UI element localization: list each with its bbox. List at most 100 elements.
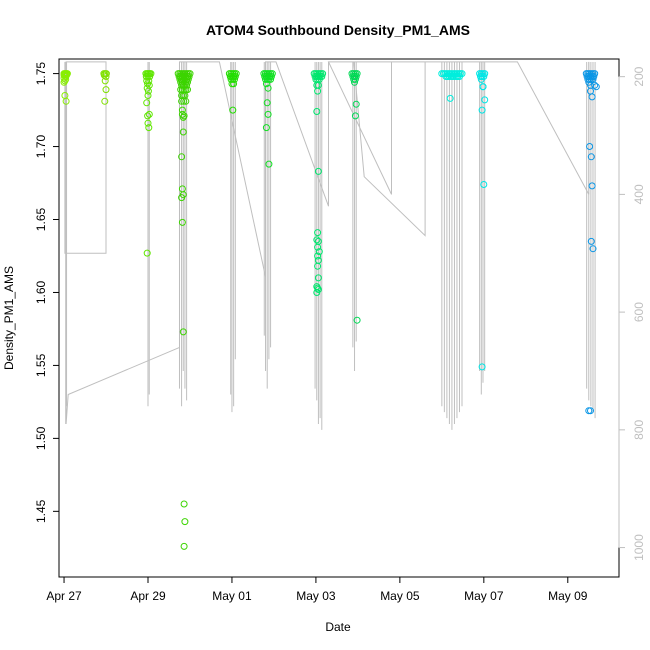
y-tick-label: 1.75 [34, 62, 48, 86]
data-point [144, 87, 152, 95]
data-point [477, 75, 485, 83]
data-point [178, 153, 186, 161]
data-point [313, 236, 321, 244]
x-tick-label: Apr 29 [130, 589, 166, 603]
x-axis-label: Date [325, 620, 351, 634]
data-point [315, 248, 323, 256]
data-point [179, 328, 187, 336]
data-point [587, 237, 595, 245]
x-tick-label: Apr 27 [46, 589, 82, 603]
data-point [229, 106, 237, 114]
data-point [101, 97, 109, 105]
y-tick-label: 1.50 [34, 426, 48, 450]
data-point [178, 218, 186, 226]
altitude-trace [64, 61, 590, 425]
data-point [144, 112, 152, 120]
data-point [230, 80, 238, 88]
data-point [313, 289, 321, 296]
data-point [353, 316, 361, 324]
data-point [479, 83, 487, 91]
data-point [314, 284, 322, 292]
data-point [180, 500, 188, 508]
data-point [588, 93, 596, 101]
data-point [587, 407, 594, 415]
data-point [182, 97, 190, 105]
data-point [145, 124, 153, 132]
data-point [586, 143, 594, 150]
data-point [178, 194, 186, 202]
data-point [314, 167, 322, 175]
x-tick-label: May 01 [212, 589, 252, 603]
data-point [264, 84, 272, 92]
y-tick-label: 1.65 [34, 208, 48, 232]
data-point [588, 182, 596, 190]
data-point [592, 83, 600, 91]
data-point [144, 119, 152, 127]
data-point [263, 99, 271, 107]
data-point [180, 97, 188, 105]
data-point [351, 112, 359, 120]
plot-border [58, 58, 620, 578]
data-point [262, 124, 270, 132]
data-point [102, 86, 110, 94]
right-tick-label: 800 [632, 420, 646, 440]
data-point [480, 181, 488, 188]
data-point [314, 229, 322, 237]
data-point [62, 97, 70, 105]
data-point [143, 99, 151, 107]
data-point [478, 106, 486, 114]
data-point [102, 70, 110, 78]
data-point [591, 81, 599, 89]
data-point [178, 110, 186, 118]
data-point [313, 108, 321, 115]
data-point [144, 80, 152, 88]
data-point [179, 128, 187, 136]
x-tick-label: May 03 [296, 589, 336, 603]
data-point [351, 78, 358, 86]
data-point [60, 78, 68, 86]
right-tick-label: 1000 [632, 534, 646, 561]
data-point [314, 87, 322, 95]
data-point [60, 74, 68, 82]
data-point [101, 77, 109, 85]
data-point [265, 160, 273, 168]
data-point [481, 96, 489, 104]
data-point [184, 86, 191, 94]
data-point [180, 542, 188, 550]
data-point [179, 113, 187, 121]
right-tick-label: 200 [632, 66, 646, 86]
y-tick-label: 1.45 [34, 499, 48, 523]
data-point [314, 243, 322, 251]
data-point [587, 153, 595, 161]
data-point [102, 73, 110, 80]
y-tick-label: 1.55 [34, 353, 48, 377]
right-tick-label: 400 [632, 184, 646, 204]
data-point [352, 100, 360, 108]
data-point [262, 80, 270, 88]
x-tick-label: May 07 [464, 589, 504, 603]
data-point [264, 110, 272, 118]
x-tick-label: May 09 [548, 589, 588, 603]
data-point [314, 274, 322, 282]
data-point [181, 518, 189, 526]
data-point [456, 73, 463, 80]
y-axis-label: Density_PM1_AMS [2, 266, 16, 370]
data-point [178, 97, 186, 105]
data-point [144, 92, 152, 99]
data-point [267, 75, 275, 83]
data-point [478, 363, 486, 371]
data-point [351, 75, 359, 83]
chart-title: ATOM4 Southbound Density_PM1_AMS [206, 22, 470, 38]
data-point [143, 249, 151, 257]
data-point [314, 262, 322, 270]
right-tick-label: 600 [632, 302, 646, 322]
data-point [145, 110, 153, 118]
x-tick-label: May 05 [380, 589, 420, 603]
plot-area: Apr 27 Apr 29 May 01 May 03 May 05 May 07 May … [34, 58, 646, 603]
data-point [446, 94, 454, 102]
data-point [589, 245, 597, 253]
y-tick-label: 1.70 [34, 135, 48, 159]
data-point [314, 252, 322, 260]
y-tick-label: 1.60 [34, 280, 48, 304]
